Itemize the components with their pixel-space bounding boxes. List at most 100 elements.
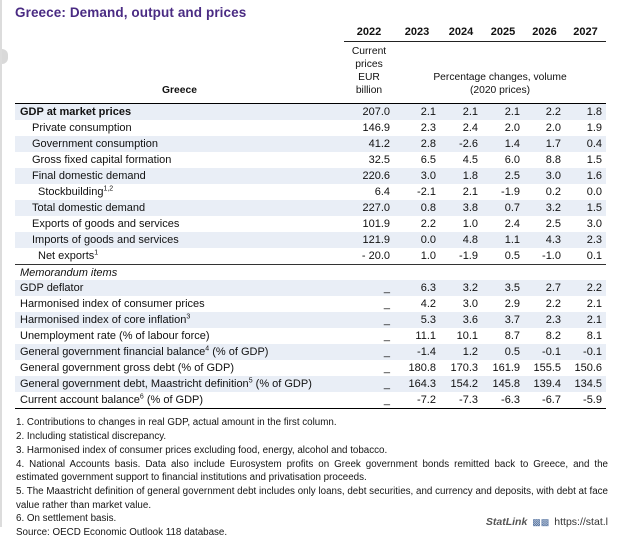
subheader-line: Percentage changes, volume (433, 71, 567, 83)
row-label: Current account balance6 (% of GDP) (15, 392, 344, 410)
row-label: General government debt, Maastricht defi… (15, 376, 344, 393)
economic-outlook-table: 2022 2023 2024 2025 2026 2027 Greece Cur… (15, 24, 606, 410)
cell: 1.9 (586, 122, 602, 135)
statlink-url[interactable]: https://stat.l (554, 516, 608, 528)
statlink-label: StatLink (485, 516, 528, 528)
row-label: Private consumption (32, 122, 132, 135)
table-row: Gross fixed capital formation 32.5 6.5 4… (15, 152, 606, 168)
percentage-changes-subheader: Percentage changes, volume (2020 prices) (394, 41, 606, 105)
country-label: Greece (15, 41, 344, 105)
year-header: 2022 (344, 24, 394, 42)
cell: 139.4 (524, 376, 565, 393)
table-row: Private consumption 146.9 2.3 2.4 2.0 2.… (15, 120, 606, 136)
row-label: General government financial balance4 (%… (15, 344, 344, 361)
cell: 2.1 (440, 103, 482, 121)
row-label: GDP deflator (15, 280, 344, 297)
cell: 8.1 (586, 330, 602, 343)
cell: 2.3 (524, 312, 565, 329)
row-label: Exports of goods and services (32, 218, 180, 231)
cell: _ (344, 344, 394, 361)
cell: 2.4 (504, 218, 520, 231)
row-label: Unemployment rate (% of labour force) (20, 330, 210, 343)
cell: 121.9 (344, 232, 394, 249)
table-row: Exports of goods and services 101.9 2.2 … (15, 216, 606, 232)
cell: -1.4 (394, 344, 440, 361)
row-label: Government consumption (15, 136, 344, 153)
row-label: GDP at market prices (15, 103, 344, 121)
cell: _ (383, 362, 390, 375)
cell: 4.5 (462, 154, 478, 167)
page: { "title": "Greece: Demand, output and p… (0, 0, 608, 539)
row-label: Stockbuilding1,2 (38, 185, 114, 199)
cell: 0.4 (565, 136, 606, 153)
cell: 2.1 (565, 312, 606, 329)
cell: 0.8 (394, 200, 440, 217)
cell: 4.2 (420, 298, 436, 311)
cell: 8.2 (545, 330, 561, 343)
cell: 164.3 (394, 376, 440, 393)
cell: 0.2 (545, 186, 561, 199)
year-header: 2025 (482, 24, 524, 42)
table-row: GDP at market prices 207.0 2.1 2.1 2.1 2… (15, 103, 606, 121)
cell: 1.0 (462, 218, 478, 231)
cell: 2.5 (482, 168, 524, 185)
cell: 155.5 (533, 362, 561, 375)
table-row: Imports of goods and services 121.9 0.0 … (15, 232, 606, 249)
section-label: Memorandum items (20, 266, 118, 279)
cell: 2.2 (545, 298, 561, 311)
cell: _ (344, 392, 394, 410)
footnote-5: 5. The Maastricht definition of general … (16, 485, 608, 511)
row-label: Harmonised index of core inflation3 (15, 312, 344, 329)
cell: -0.1 (565, 344, 606, 361)
table-row: Current account balance6 (% of GDP) _ -7… (15, 392, 606, 410)
cell: _ (344, 312, 394, 329)
cell: 0.0 (586, 186, 602, 199)
cell: 0.0 (394, 232, 440, 249)
row-label: Harmonised index of consumer prices (20, 298, 205, 311)
cell: _ (383, 298, 390, 311)
year-header: 2027 (565, 24, 606, 42)
memorandum-items-row: Memorandum items (15, 265, 606, 281)
cell: 0.5 (482, 344, 524, 361)
table-row: General government gross debt (% of GDP)… (15, 360, 606, 376)
cell: 4.3 (524, 232, 565, 249)
cell: 1.8 (565, 103, 606, 121)
statlink-footer: StatLink ▩▩ https://stat.l (486, 516, 608, 528)
cell: 170.3 (450, 362, 478, 375)
cell: 2.2 (524, 103, 565, 121)
cell: 146.9 (362, 122, 390, 135)
year-header-row: 2022 2023 2024 2025 2026 2027 (15, 24, 606, 42)
footnote-1: 1. Contributions to changes in real GDP,… (16, 417, 337, 429)
page-title: Greece: Demand, output and prices (15, 5, 247, 20)
cell: -1.9 (501, 186, 520, 199)
cell: 3.0 (394, 168, 440, 185)
year-header: 2023 (394, 24, 440, 42)
cell: -6.7 (524, 392, 565, 410)
cell: 6.5 (420, 154, 436, 167)
footnote-6: 6. On settlement basis. (16, 513, 117, 525)
cell: -5.9 (565, 392, 606, 410)
cell: 145.8 (482, 376, 524, 393)
cell: 11.1 (415, 330, 436, 343)
cell: 3.0 (462, 298, 478, 311)
cell: 3.7 (482, 312, 524, 329)
cell: 134.5 (565, 376, 606, 393)
cell: 227.0 (344, 200, 394, 217)
cell: 154.2 (440, 376, 482, 393)
source-line: Source: OECD Economic Outlook 118 databa… (16, 527, 228, 539)
cell: 2.1 (586, 298, 602, 311)
cell: -2.1 (417, 186, 436, 199)
cell: 3.8 (440, 200, 482, 217)
cell: 1.4 (482, 136, 524, 153)
cell: 2.9 (504, 298, 520, 311)
table-row: Final domestic demand 220.6 3.0 1.8 2.5 … (15, 168, 606, 185)
cell: 180.8 (408, 362, 436, 375)
table-row: General government financial balance4 (%… (15, 344, 606, 361)
cell: 0.7 (482, 200, 524, 217)
table-row: Net exports1 - 20.0 1.0 -1.9 0.5 -1.0 0.… (15, 248, 606, 266)
cell: 8.7 (504, 330, 520, 343)
cell: 6.0 (504, 154, 520, 167)
cell: 2.4 (462, 122, 478, 135)
screen-edge-artifact (2, 49, 8, 64)
statlink-icon: ▩▩ (532, 516, 550, 527)
